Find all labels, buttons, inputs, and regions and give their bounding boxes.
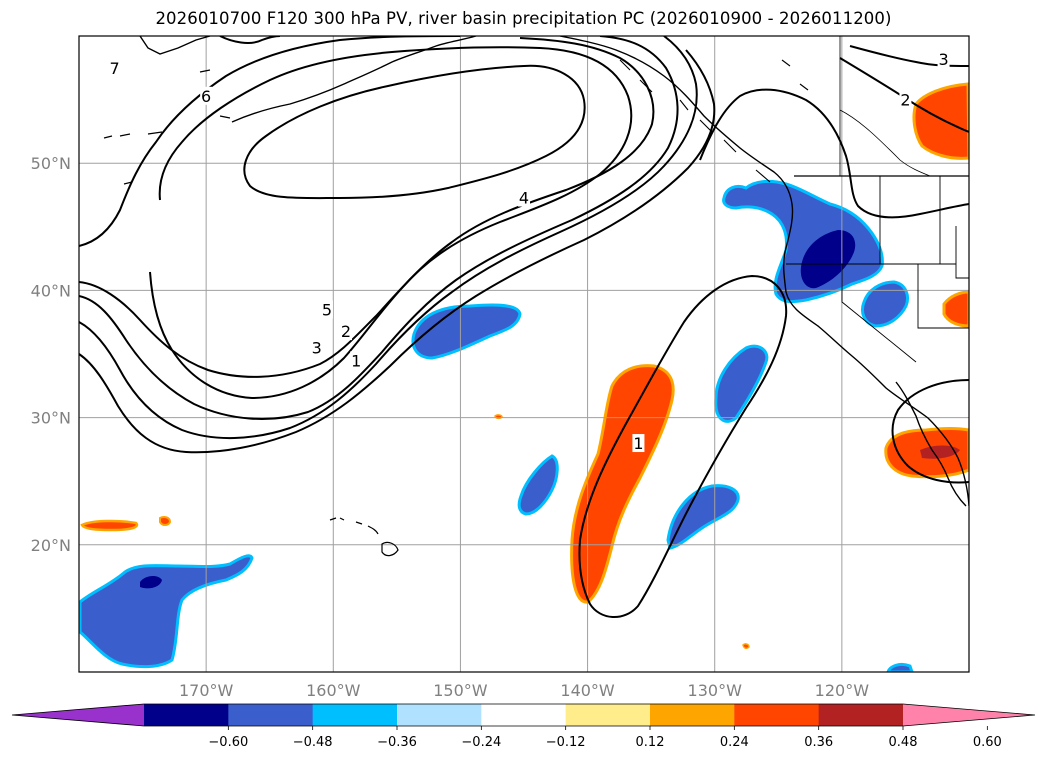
contour-label-bg xyxy=(518,188,530,207)
colorbar-bin xyxy=(228,704,314,726)
colorbar-tick-label: 0.36 xyxy=(804,735,833,750)
coastline-baja xyxy=(895,381,967,507)
lat-tick-label: 40°N xyxy=(31,281,71,300)
colorbar-extend-low xyxy=(12,704,144,726)
islands-aleutian xyxy=(103,69,231,185)
blue-region-central xyxy=(411,303,522,360)
blue-region-southeast xyxy=(666,484,740,550)
pv-contour-1-loop xyxy=(578,274,788,619)
blue-region-southwest-core xyxy=(140,576,162,589)
lat-tick-label: 20°N xyxy=(31,536,71,555)
red-region-central-band xyxy=(570,364,675,604)
red-region-southeast-core xyxy=(920,445,960,459)
colorbar-bin xyxy=(312,704,398,726)
contour-label-bg xyxy=(200,86,213,105)
contour-label-bg xyxy=(350,351,363,370)
lon-tick-label: 130°W xyxy=(688,681,743,700)
contour-label: 2 xyxy=(900,91,910,110)
lon-tick-label: 150°W xyxy=(433,681,488,700)
pv-contour-2 xyxy=(79,36,698,440)
colorbar-tick-label: −0.12 xyxy=(546,735,586,750)
coastline-alaska xyxy=(139,36,477,123)
lon-tick-label: 160°W xyxy=(306,681,361,700)
colorbar-tick-label: −0.60 xyxy=(208,735,248,750)
colorbar-bin xyxy=(734,704,820,726)
contour-label-bg xyxy=(340,322,352,341)
map-frame xyxy=(78,35,970,673)
islands-hawaii xyxy=(329,517,399,557)
pv-contour-1-east xyxy=(699,88,969,219)
pv-contour-1 xyxy=(79,49,716,454)
blue-region-pacific-northwest xyxy=(722,179,884,304)
blue-region-small-south xyxy=(517,454,559,516)
red-region-northeast xyxy=(912,82,969,160)
contour-label: 3 xyxy=(938,50,948,69)
colorbar-bin xyxy=(144,704,229,726)
contour-label: 3 xyxy=(312,339,322,358)
pv-contour-5-outer xyxy=(243,64,586,200)
colorbar-bin xyxy=(397,704,482,726)
contour-label: 1 xyxy=(351,351,361,370)
orange-dot-south xyxy=(742,643,750,650)
contour-label-bg xyxy=(310,338,323,357)
pv-contour-southeast-loop xyxy=(891,379,969,484)
coastlines xyxy=(103,36,969,557)
blue-region-nevada xyxy=(861,280,909,328)
latitude-tick-labels: 20°N 30°N 40°N 50°N xyxy=(31,154,71,555)
contour-label-bg xyxy=(899,90,912,109)
colorbar-tick-label: 0.24 xyxy=(720,735,749,750)
chart-title: 2026010700 F120 300 hPa PV, river basin … xyxy=(155,9,892,28)
border-states xyxy=(786,176,969,363)
contour-label: 1 xyxy=(633,434,643,453)
lon-tick-label: 140°W xyxy=(560,681,615,700)
contour-label: 2 xyxy=(341,322,351,341)
colorbar-outline xyxy=(11,703,1036,727)
colorbar-tick-label: −0.24 xyxy=(461,735,501,750)
orange-region-west xyxy=(80,519,139,532)
lat-tick-label: 30°N xyxy=(31,409,71,428)
lon-tick-label: 170°W xyxy=(179,681,234,700)
pv-contour-3-east xyxy=(849,45,969,67)
blue-region-bottom-edge xyxy=(886,662,914,672)
contour-label-bg xyxy=(937,49,950,68)
colorbar-tick-label: 0.48 xyxy=(889,735,918,750)
contour-label-bg xyxy=(632,434,645,453)
lon-tick-label: 120°W xyxy=(815,681,870,700)
contour-label: 4 xyxy=(519,189,529,208)
contour-label-bg xyxy=(108,58,121,77)
map-gridlines xyxy=(79,36,969,672)
colorbar-tick-label: −0.36 xyxy=(377,735,417,750)
colorbar-tick-label: 0.60 xyxy=(973,735,1002,750)
pv-contour-5 xyxy=(79,37,655,378)
blue-region-southwest xyxy=(79,554,254,669)
colorbar-bin xyxy=(818,704,904,726)
colorbar-tick-label: −0.48 xyxy=(293,735,333,750)
red-region-east-edge xyxy=(942,290,969,328)
border-canada-internal xyxy=(839,36,931,177)
longitude-tick-labels: 170°W 160°W 150°W 140°W 130°W 120°W xyxy=(179,681,869,700)
colorbar-bin xyxy=(650,704,735,726)
contour-label-bg xyxy=(320,300,333,319)
pv-contour-3 xyxy=(79,36,679,420)
contour-label: 7 xyxy=(110,59,120,78)
precip-positive-regions xyxy=(80,82,969,650)
lat-tick-label: 50°N xyxy=(31,154,71,173)
precip-negative-regions xyxy=(79,179,914,672)
orange-region-west-small xyxy=(159,516,172,526)
blue-region-offshore xyxy=(714,344,769,423)
colorbar-bin xyxy=(565,704,651,726)
colorbar-tick-label: 0.12 xyxy=(636,735,665,750)
contour-label: 6 xyxy=(201,87,211,106)
colorbar: −0.60 −0.48 −0.36 −0.24 −0.12 0.12 0.24 0.36 0.4… xyxy=(11,703,1036,750)
colorbar-bin xyxy=(481,704,567,726)
pv-contour-4 xyxy=(149,46,633,400)
colorbar-extend-high xyxy=(903,704,1035,726)
contour-label: 5 xyxy=(322,300,332,319)
coastline-alaska-panhandle xyxy=(559,36,969,507)
